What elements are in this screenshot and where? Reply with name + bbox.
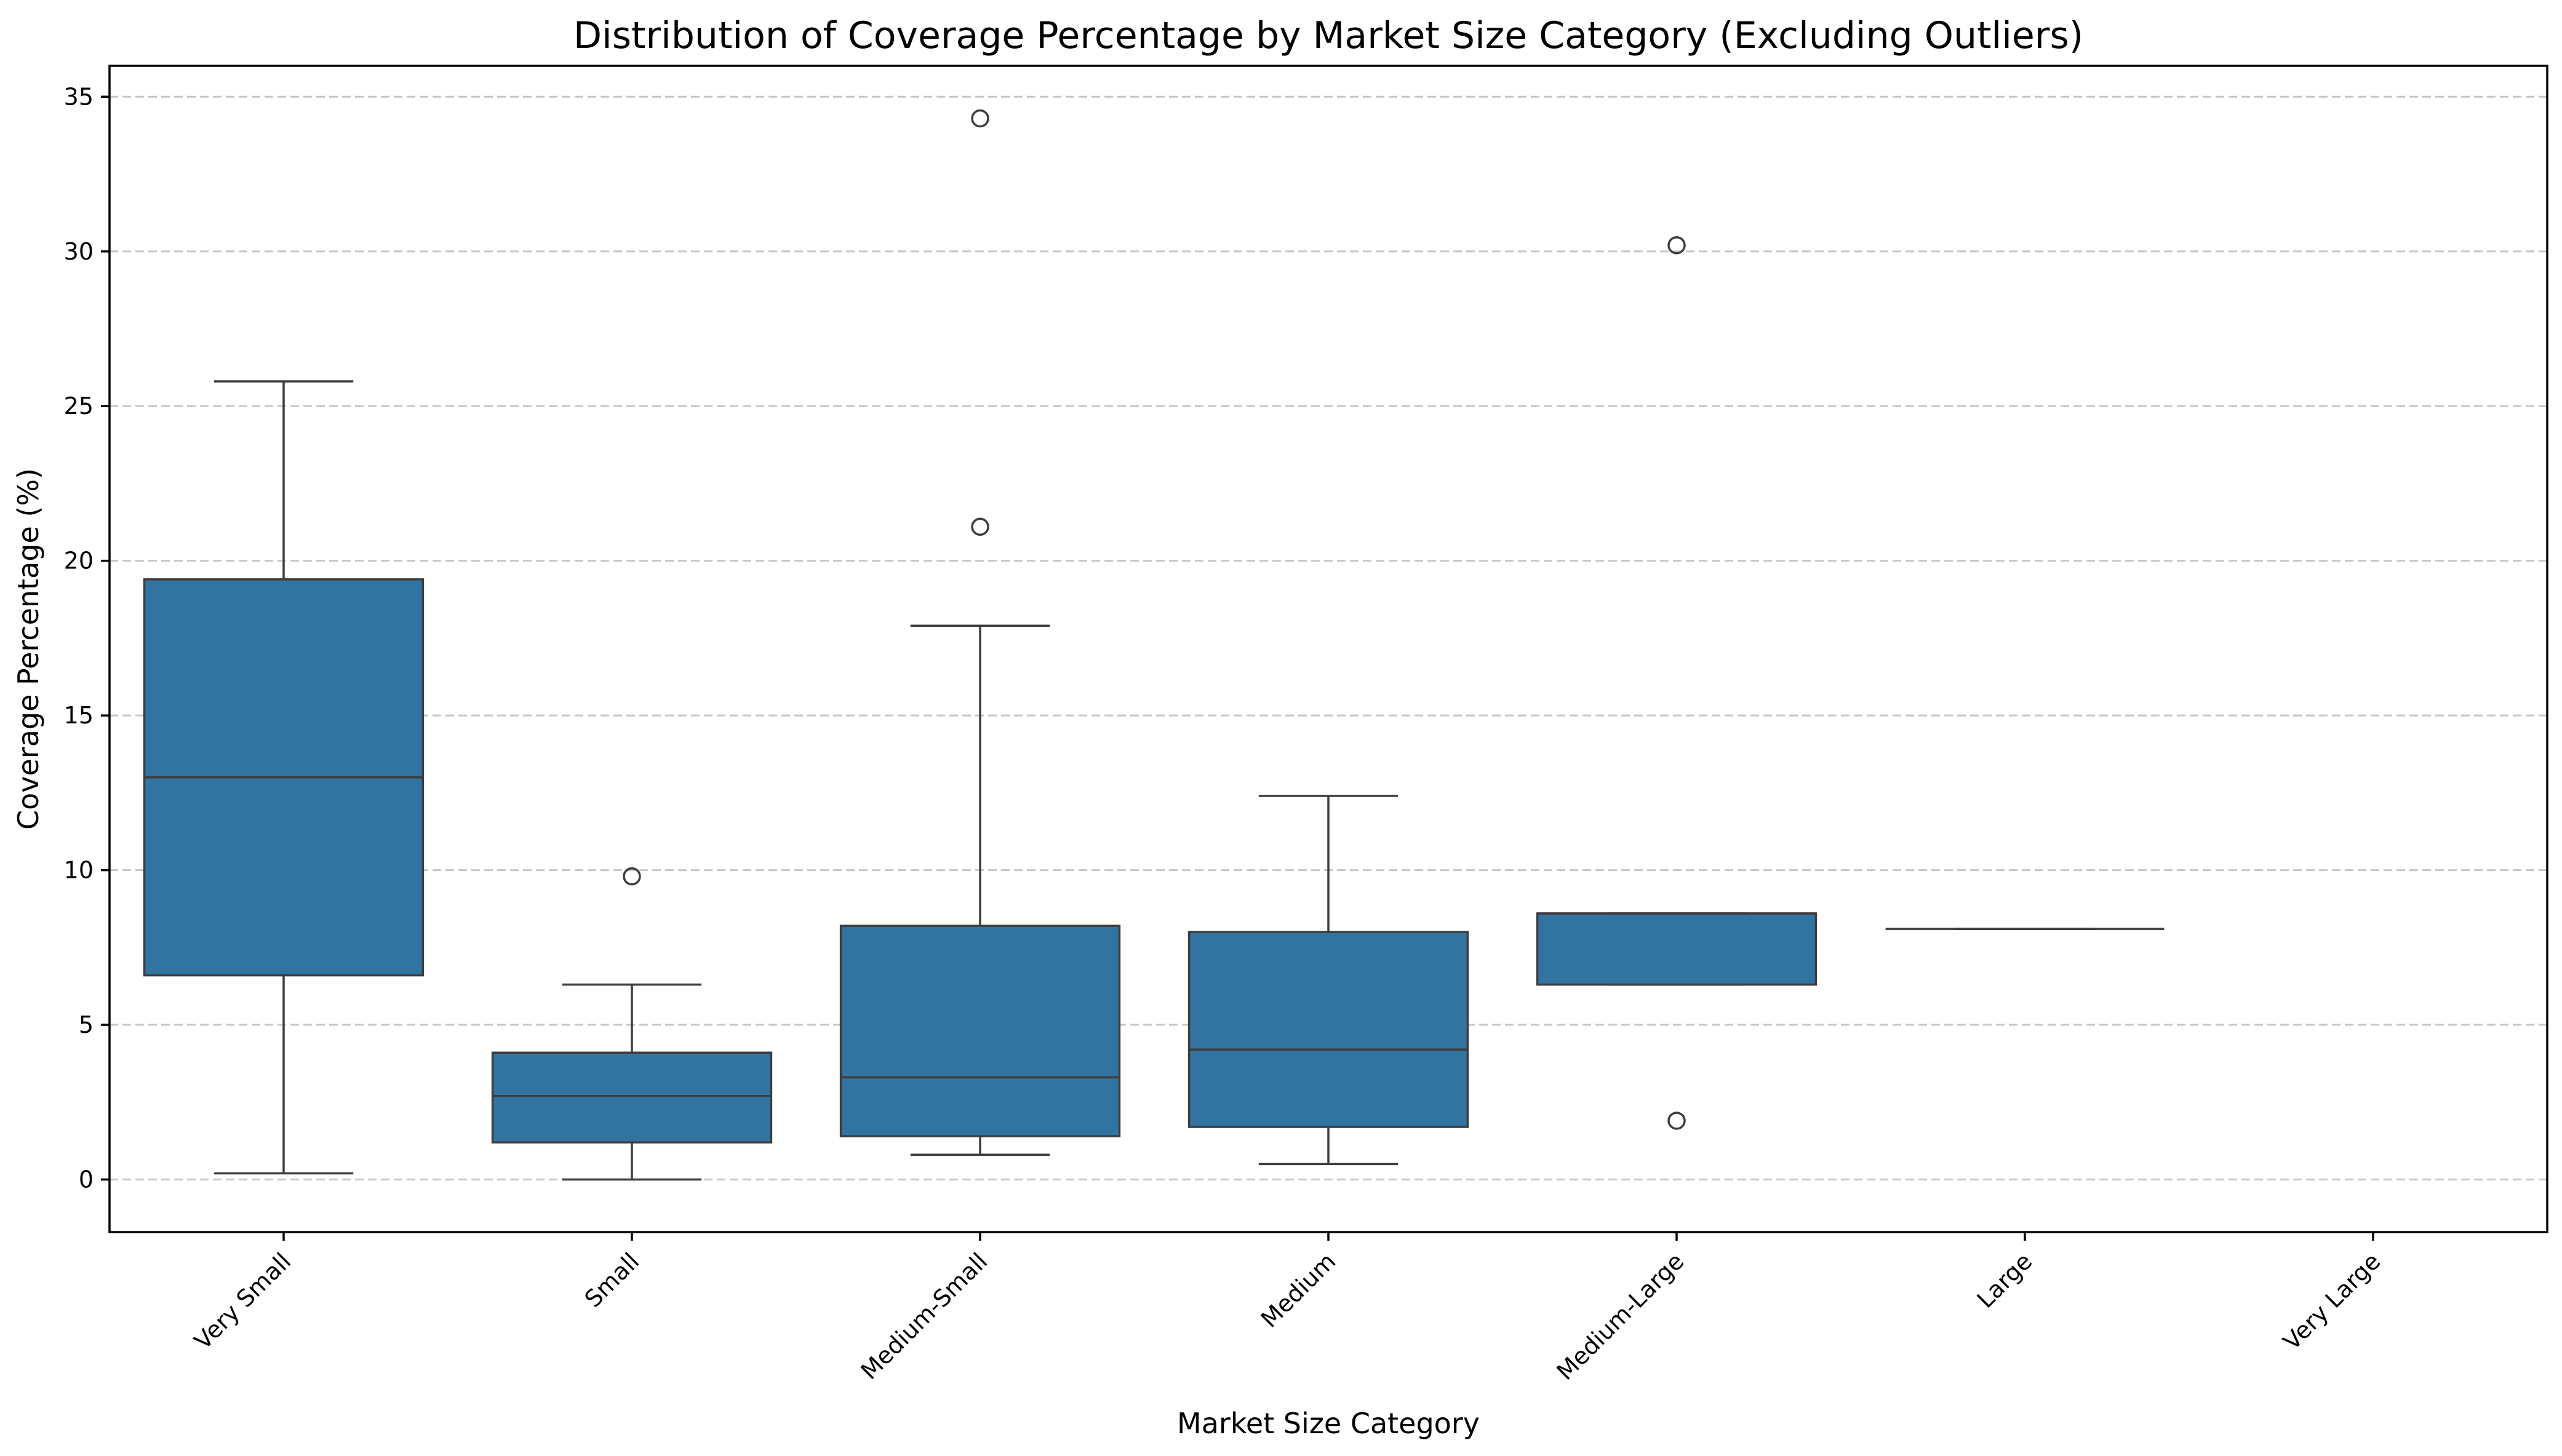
outlier-point — [971, 517, 989, 536]
box-group — [1536, 912, 1818, 986]
box-group — [1187, 795, 1469, 1166]
outlier-point — [623, 867, 641, 886]
x-tick-label: Medium — [1256, 1247, 1341, 1333]
y-tick-label: 30 — [64, 238, 94, 265]
y-tick-label: 25 — [64, 392, 94, 420]
y-tick-label: 5 — [79, 1011, 94, 1038]
outlier-point — [971, 109, 989, 128]
chart-title: Distribution of Coverage Percentage by M… — [573, 14, 2083, 57]
x-tick-label: Medium-Large — [1552, 1247, 1690, 1385]
x-tick-label: Very Large — [2278, 1247, 2385, 1355]
plot-frame — [108, 65, 2548, 1233]
box-iqr — [1187, 931, 1469, 1128]
x-axis-label: Market Size Category — [1177, 1407, 1480, 1440]
x-tick-label: Large — [1972, 1247, 2038, 1313]
y-tick-label: 10 — [64, 857, 94, 884]
box-iqr — [1536, 912, 1818, 986]
y-tick-label: 0 — [79, 1166, 94, 1193]
y-tick-label: 20 — [64, 547, 94, 575]
y-axis-label: Coverage Percentage (%) — [12, 468, 45, 830]
box-group — [143, 380, 425, 1175]
x-tick-label: Very Small — [189, 1247, 296, 1355]
x-tick-label: Small — [580, 1247, 645, 1313]
box-iqr — [839, 925, 1121, 1137]
box-group — [491, 983, 773, 1181]
y-tick-label: 35 — [64, 83, 94, 110]
outlier-point — [1667, 236, 1686, 255]
box-group — [839, 624, 1121, 1156]
y-tick-label: 15 — [64, 702, 94, 729]
box-iqr — [491, 1051, 773, 1144]
x-tick-label: Medium-Small — [855, 1247, 992, 1385]
outlier-point — [1667, 1112, 1686, 1130]
boxes — [143, 109, 2165, 1181]
